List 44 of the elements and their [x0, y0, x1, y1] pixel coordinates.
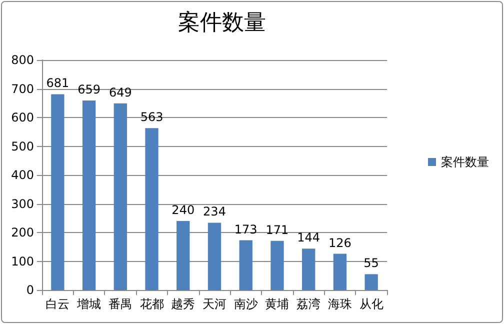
x-tick-label: 黄埔 [265, 297, 290, 311]
x-tick-label: 番禺 [108, 297, 132, 311]
data-label: 171 [266, 222, 289, 237]
chart-title: 案件数量 [178, 10, 266, 36]
y-tick-label: 800 [11, 53, 34, 67]
bar [145, 128, 158, 290]
data-label: 649 [108, 85, 132, 100]
bar [239, 240, 252, 290]
legend-label: 案件数量 [441, 155, 489, 169]
bar [82, 100, 96, 290]
data-label: 55 [364, 256, 379, 270]
y-tick-label: 600 [11, 110, 34, 124]
bar [333, 254, 347, 290]
data-label: 240 [172, 203, 195, 217]
y-tick-label: 700 [11, 82, 34, 96]
bar [176, 221, 190, 290]
data-label: 563 [140, 110, 164, 124]
bar [114, 103, 127, 290]
data-label: 234 [203, 204, 226, 219]
y-tick-label: 200 [11, 226, 34, 240]
data-label: 144 [297, 230, 320, 245]
y-tick-label: 500 [11, 139, 34, 154]
x-tick-label: 花都 [140, 297, 164, 311]
bar [270, 240, 284, 290]
data-label: 659 [78, 82, 100, 97]
x-tick-label: 天河 [202, 297, 226, 311]
y-tick-label: 300 [11, 196, 34, 211]
x-tick-label: 增城 [76, 297, 102, 311]
x-tick-label: 海珠 [328, 297, 352, 311]
data-label: 681 [46, 76, 70, 90]
y-tick-label: 400 [11, 168, 34, 182]
data-label: 126 [328, 236, 352, 250]
x-tick-label: 从化 [359, 297, 384, 311]
x-tick-label: 越秀 [171, 297, 196, 311]
bar [51, 94, 64, 290]
x-tick-label: 白云 [46, 297, 70, 311]
y-tick-label: 0 [26, 283, 34, 297]
data-label: 173 [234, 222, 258, 236]
y-tick-label: 100 [11, 254, 34, 268]
bar [364, 274, 378, 290]
bar [302, 248, 316, 290]
x-tick-label: 南沙 [234, 297, 258, 311]
bar [208, 222, 222, 290]
x-tick-label: 荔湾 [296, 297, 321, 311]
